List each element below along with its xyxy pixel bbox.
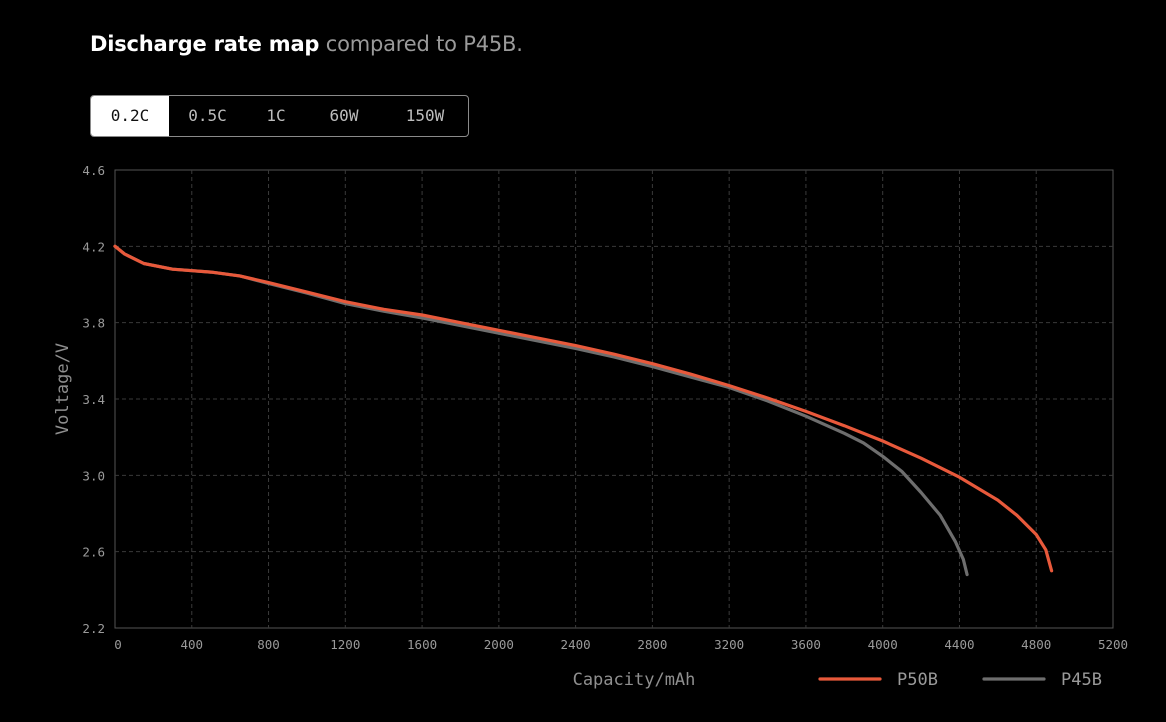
x-tick-label: 5200 [1098, 637, 1128, 652]
grid-layer [114, 169, 1114, 629]
legend-label-p50b: P50B [897, 670, 938, 690]
x-tick-label: 0 [114, 637, 122, 652]
x-tick-label: 1200 [330, 637, 360, 652]
y-tick-label: 2.2 [82, 621, 105, 636]
y-axis-title: Voltage/V [53, 343, 73, 435]
legend-label-p45b: P45B [1061, 670, 1102, 690]
legend: P50B P45B [818, 670, 1102, 690]
series-line-p50b [113, 244, 1054, 573]
tab-60w[interactable]: 60W [329, 106, 359, 125]
chart-title-strong: Discharge rate map [90, 32, 320, 56]
series-line-p45b [113, 244, 969, 577]
x-tick-label: 4400 [944, 637, 974, 652]
x-tick-labels: 0 400 800 1200 1600 2000 2400 2800 3200 3600 4000 4… [114, 637, 1128, 652]
tab-0-5c[interactable]: 0.5C [188, 106, 227, 125]
y-tick-label: 4.2 [82, 239, 105, 254]
y-tick-labels: 2.2 2.6 3.0 3.4 3.8 4.2 4.6 [82, 163, 105, 636]
x-axis-title: Capacity/mAh [573, 670, 696, 690]
tab-150w[interactable]: 150W [405, 106, 445, 125]
x-tick-label: 4800 [1021, 637, 1051, 652]
x-tick-label: 3600 [791, 637, 821, 652]
x-tick-label: 4000 [868, 637, 898, 652]
discharge-rate-tabs: 0.2C 0.5C 1C 60W 150W [90, 95, 469, 137]
y-tick-label: 3.0 [82, 468, 105, 483]
x-tick-label: 3200 [714, 637, 744, 652]
x-tick-label: 2800 [637, 637, 667, 652]
chart-title-rest: compared to P45B. [319, 32, 523, 56]
x-tick-label: 2000 [484, 637, 514, 652]
x-tick-label: 800 [257, 637, 280, 652]
x-tick-label: 2400 [561, 637, 591, 652]
chart-title: Discharge rate map compared to P45B. [90, 32, 523, 56]
y-tick-label: 2.6 [82, 545, 105, 560]
tab-0-2c[interactable]: 0.2C [91, 96, 169, 136]
tab-1c[interactable]: 1C [266, 106, 286, 125]
x-tick-label: 400 [180, 637, 203, 652]
y-tick-label: 4.6 [82, 163, 105, 178]
series-layer [113, 244, 1054, 577]
y-tick-label: 3.4 [82, 392, 105, 407]
y-tick-label: 3.8 [82, 316, 105, 331]
x-tick-label: 1600 [407, 637, 437, 652]
